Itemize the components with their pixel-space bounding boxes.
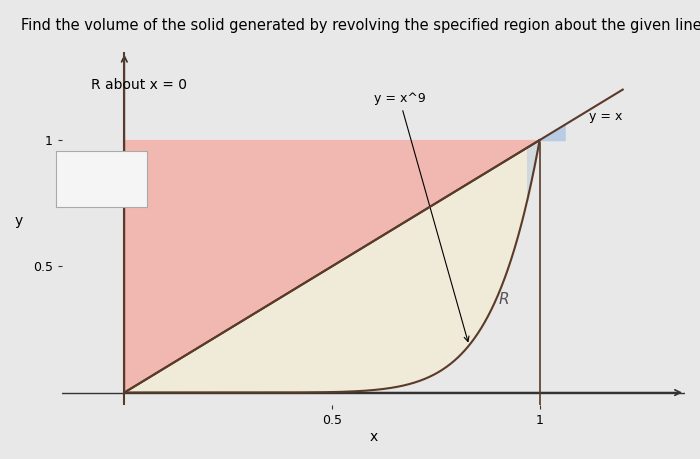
Text: Find the volume of the solid generated by revolving the specified region about t: Find the volume of the solid generated b…	[21, 18, 700, 34]
Y-axis label: y: y	[15, 214, 23, 229]
Text: R about x = 0: R about x = 0	[91, 78, 187, 92]
X-axis label: x: x	[370, 430, 377, 444]
Text: y = x: y = x	[589, 110, 623, 123]
Text: R: R	[498, 292, 509, 307]
Text: y = x^9: y = x^9	[374, 92, 469, 341]
